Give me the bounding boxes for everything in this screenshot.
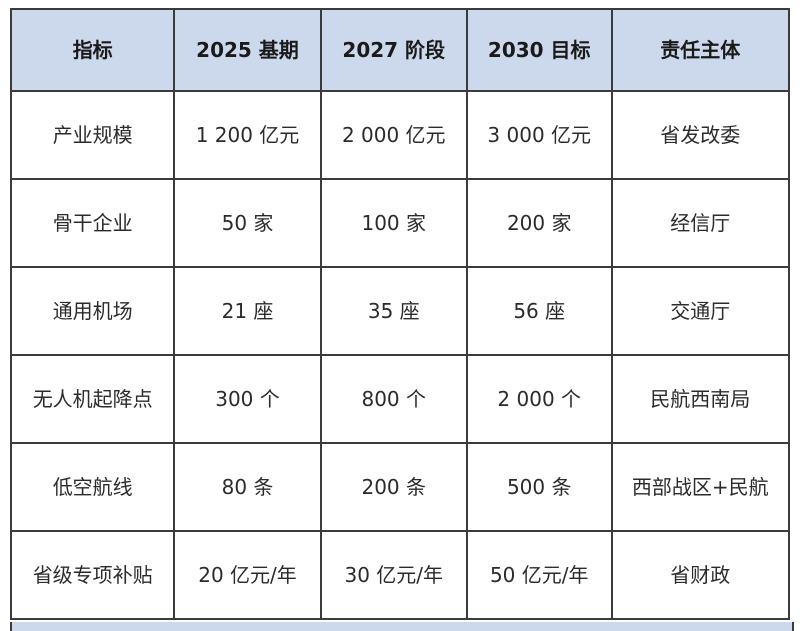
table-cell-2030: 56 座 (465, 266, 613, 356)
table-cell-2027: 100 家 (319, 178, 468, 268)
table-cell-2025: 1 200 亿元 (173, 90, 322, 180)
table-cell-indicator: 低空航线 (9, 442, 176, 532)
table-row: 通用机场 21 座 35 座 56 座 交通厅 (9, 266, 791, 356)
column-header-2025-base: 2025 基期 (173, 8, 322, 92)
targets-table: 指标 2025 基期 2027 阶段 2030 目标 责任主体 产业规模 1 2… (9, 8, 791, 620)
partial-next-row-band (10, 622, 794, 631)
table-cell-responsible: 西部战区+民航 (610, 442, 791, 532)
table-row: 产业规模 1 200 亿元 2 000 亿元 3 000 亿元 省发改委 (9, 90, 791, 180)
table-cell-indicator: 骨干企业 (9, 178, 176, 268)
column-header-indicator: 指标 (9, 8, 176, 92)
table-cell-2030: 50 亿元/年 (465, 530, 613, 620)
table-row: 低空航线 80 条 200 条 500 条 西部战区+民航 (9, 442, 791, 532)
column-header-2027-stage: 2027 阶段 (319, 8, 468, 92)
column-header-responsible-body: 责任主体 (610, 8, 791, 92)
table-cell-2030: 500 条 (465, 442, 613, 532)
table-cell-2025: 300 个 (173, 354, 322, 444)
table-cell-2027: 200 条 (319, 442, 468, 532)
table-cell-responsible: 民航西南局 (610, 354, 791, 444)
table-cell-2027: 800 个 (319, 354, 468, 444)
table-cell-indicator: 无人机起降点 (9, 354, 176, 444)
table-cell-responsible: 省发改委 (610, 90, 791, 180)
table-cell-2027: 30 亿元/年 (319, 530, 468, 620)
table-row: 骨干企业 50 家 100 家 200 家 经信厅 (9, 178, 791, 268)
table-cell-indicator: 通用机场 (9, 266, 176, 356)
table-cell-2025: 21 座 (173, 266, 322, 356)
table-cell-2030: 200 家 (465, 178, 613, 268)
table-cell-2030: 2 000 个 (465, 354, 613, 444)
table-cell-responsible: 交通厅 (610, 266, 791, 356)
table-cell-2030: 3 000 亿元 (465, 90, 613, 180)
table-cell-2027: 35 座 (319, 266, 468, 356)
table-cell-indicator: 省级专项补贴 (9, 530, 176, 620)
table-row: 省级专项补贴 20 亿元/年 30 亿元/年 50 亿元/年 省财政 (9, 530, 791, 620)
table-cell-2025: 50 家 (173, 178, 322, 268)
table-cell-2027: 2 000 亿元 (319, 90, 468, 180)
table-cell-indicator: 产业规模 (9, 90, 176, 180)
table-cell-responsible: 经信厅 (610, 178, 791, 268)
table-cell-responsible: 省财政 (610, 530, 791, 620)
table-row: 无人机起降点 300 个 800 个 2 000 个 民航西南局 (9, 354, 791, 444)
table-header-row: 指标 2025 基期 2027 阶段 2030 目标 责任主体 (9, 8, 791, 92)
table-cell-2025: 80 条 (173, 442, 322, 532)
column-header-2030-target: 2030 目标 (465, 8, 613, 92)
table-cell-2025: 20 亿元/年 (173, 530, 322, 620)
